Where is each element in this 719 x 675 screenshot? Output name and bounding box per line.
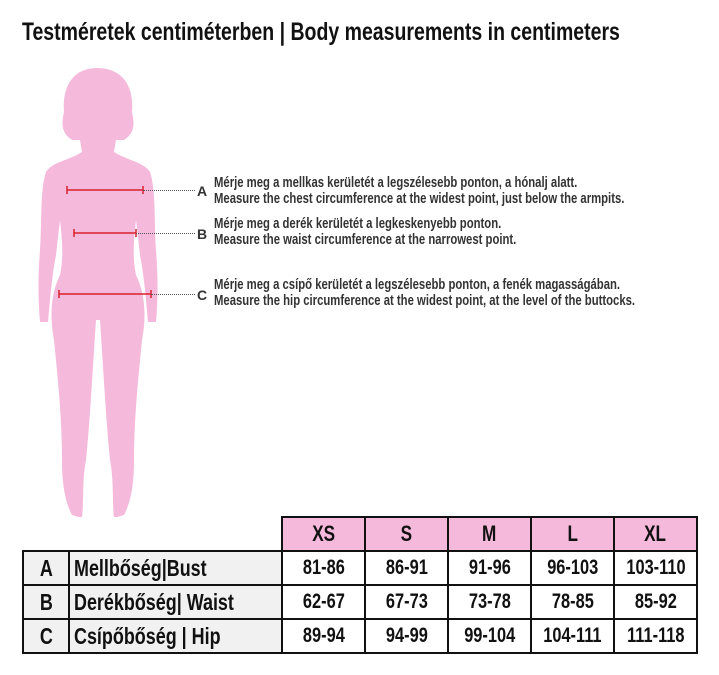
instruction-b: Mérje meg a derék kerületét a legkeskeny… — [214, 216, 602, 248]
cell: 67-73 — [385, 590, 428, 613]
row-letter: B — [39, 588, 53, 615]
cell: 78-85 — [551, 590, 594, 613]
row-letter: A — [39, 554, 53, 581]
size-m: M — [447, 516, 532, 552]
size-table: XS S M L XL A Mellbőség|Bust 81-86 86-91 9… — [22, 516, 698, 654]
cell: 111-118 — [626, 624, 685, 647]
instruction-en: Measure the hip circumference at the wid… — [214, 293, 636, 309]
row-label: Mellbőség|Bust — [74, 554, 207, 581]
row-label: Derékbőség| Waist — [74, 588, 234, 615]
instruction-hu: Mérje meg a csípő kerületét a legszélese… — [214, 277, 621, 293]
size-xl: XL — [613, 516, 698, 552]
cell: 62-67 — [302, 590, 345, 613]
size-xs: XS — [281, 516, 366, 552]
cell: 86-91 — [385, 556, 428, 579]
measurement-lines — [58, 186, 152, 298]
table-row: C Csípőbőség | Hip 89-94 94-99 99-104 104-1… — [22, 618, 698, 654]
title-text: Testméretek centiméterben | Body measure… — [22, 18, 620, 46]
body-silhouette — [38, 68, 158, 518]
page-title: Testméretek centiméterben | Body measure… — [22, 18, 719, 47]
leader-a — [143, 190, 195, 191]
cell: 96-103 — [546, 556, 598, 579]
instruction-en: Measure the waist circumference at the n… — [214, 232, 517, 248]
instruction-en: Measure the chest circumference at the w… — [214, 191, 625, 207]
instruction-hu: Mérje meg a derék kerületét a legkeskeny… — [214, 216, 502, 232]
table-row: B Derékbőség| Waist 62-67 67-73 73-78 78-85… — [22, 584, 698, 620]
instruction-c: Mérje meg a csípő kerületét a legszélese… — [214, 277, 719, 309]
size-l: L — [530, 516, 615, 552]
size-header-row: XS S M L XL — [23, 516, 698, 552]
cell: 103-110 — [625, 556, 686, 579]
instruction-a: Mérje meg a mellkas kerületét a legszéle… — [214, 175, 719, 207]
marker-a: A — [197, 183, 208, 199]
marker-b: B — [197, 226, 208, 242]
table-row: A Mellbőség|Bust 81-86 86-91 91-96 96-103 10… — [22, 550, 698, 586]
cell: 94-99 — [385, 624, 428, 647]
marker-c: C — [197, 287, 208, 303]
cell: 85-92 — [634, 590, 677, 613]
row-letter: C — [39, 622, 53, 649]
row-label: Csípőbőség | Hip — [74, 622, 221, 649]
cell: 81-86 — [302, 556, 345, 579]
cell: 104-111 — [543, 624, 602, 647]
cell: 89-94 — [302, 624, 345, 647]
size-s: S — [364, 516, 449, 552]
leader-c — [151, 294, 195, 295]
cell: 73-78 — [468, 590, 511, 613]
cell: 99-104 — [463, 624, 515, 647]
leader-b — [136, 233, 195, 234]
cell: 91-96 — [468, 556, 511, 579]
instruction-hu: Mérje meg a mellkas kerületét a legszéle… — [214, 175, 578, 191]
